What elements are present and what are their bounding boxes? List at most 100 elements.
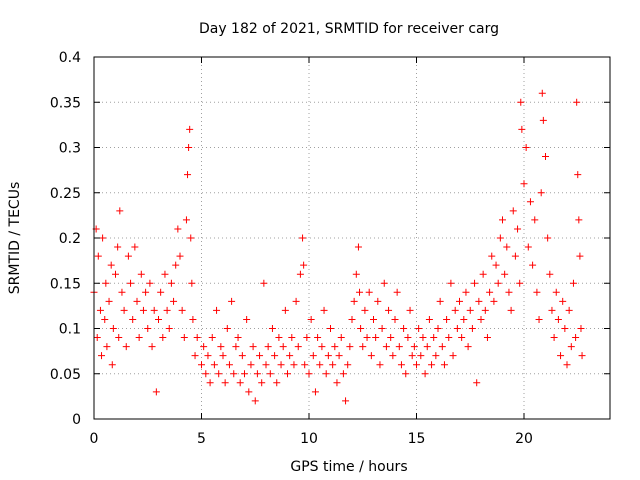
data-point [144,325,152,332]
data-point [331,343,339,351]
data-point [188,279,196,287]
data-point [335,352,343,360]
data-point [219,352,227,360]
data-point [417,352,425,360]
y-tick-label: 0.25 [50,186,81,202]
data-point [397,361,405,369]
data-point [505,288,513,296]
data-point [501,270,509,278]
data-point [518,125,526,133]
data-point [176,252,184,260]
y-tick-label: 0.35 [50,95,81,111]
data-point [378,325,386,332]
data-point [445,334,453,342]
data-point [539,116,547,124]
data-point [172,261,180,269]
data-point [223,325,231,332]
data-point [112,270,119,278]
data-point [350,297,358,305]
x-tick-labels: 0 5 10 15 20 [90,431,533,447]
data-point [245,388,253,396]
data-point [524,243,532,251]
data-point [449,352,457,360]
data-point [380,279,388,287]
data-point [327,325,334,332]
data-point [423,343,431,351]
x-axis-label: GPS time / hours [290,459,407,475]
data-point [127,279,135,287]
data-point [204,352,212,360]
data-point [142,288,150,296]
data-point [279,343,287,351]
data-point [402,370,410,378]
data-point [494,279,502,287]
data-point [578,352,586,360]
data-point [546,270,554,278]
y-tick-label: 0.2 [59,231,81,247]
data-point [146,279,154,287]
data-point [135,334,143,342]
data-point [576,252,584,260]
data-point [387,334,395,342]
data-point [374,297,382,305]
data-point [152,388,160,396]
data-point [114,243,122,251]
data-point [247,361,255,369]
data-point [365,288,373,296]
data-point [262,361,270,369]
data-point [178,306,186,314]
data-point [260,279,268,287]
data-point [129,315,137,323]
data-point [440,361,448,369]
data-point [320,306,328,314]
data-point [215,370,223,378]
data-point [344,361,352,369]
data-point [499,216,506,224]
data-point [232,343,240,351]
data-point [533,288,541,296]
data-point [488,252,496,260]
x-tick-label: 20 [515,431,533,447]
data-point [230,370,238,378]
data-point [202,370,210,378]
data-point [131,243,139,251]
data-point [182,216,190,224]
data-point [538,89,546,97]
data-point [286,352,294,360]
data-point [507,306,515,314]
data-point [430,334,438,342]
data-point [337,334,345,342]
data-point [238,352,246,360]
data-point [150,306,158,314]
data-point [161,270,169,278]
axis-ticks [93,56,610,420]
data-point [208,334,216,342]
data-point [275,334,283,342]
data-point [486,288,494,296]
data-point [522,144,530,151]
data-point [120,306,128,314]
x-tick-label: 15 [408,431,426,447]
data-point [453,325,461,332]
data-point [198,361,205,369]
data-point [520,180,528,188]
data-point [352,270,360,278]
data-point [96,306,104,314]
data-point [234,334,242,342]
data-point [159,334,167,342]
data-point [296,270,304,278]
data-point [542,153,549,161]
data-point [492,261,500,269]
y-tick-label: 0.15 [50,276,81,292]
data-point [577,325,585,332]
y-tick-label: 0.1 [59,322,81,338]
data-point [559,297,567,305]
data-point [573,98,581,106]
data-point [434,325,442,332]
x-tick-label: 5 [197,431,206,447]
data-point [253,370,261,378]
data-point [107,261,115,269]
data-point [316,361,324,369]
data-point [288,334,296,342]
data-point [466,306,474,314]
